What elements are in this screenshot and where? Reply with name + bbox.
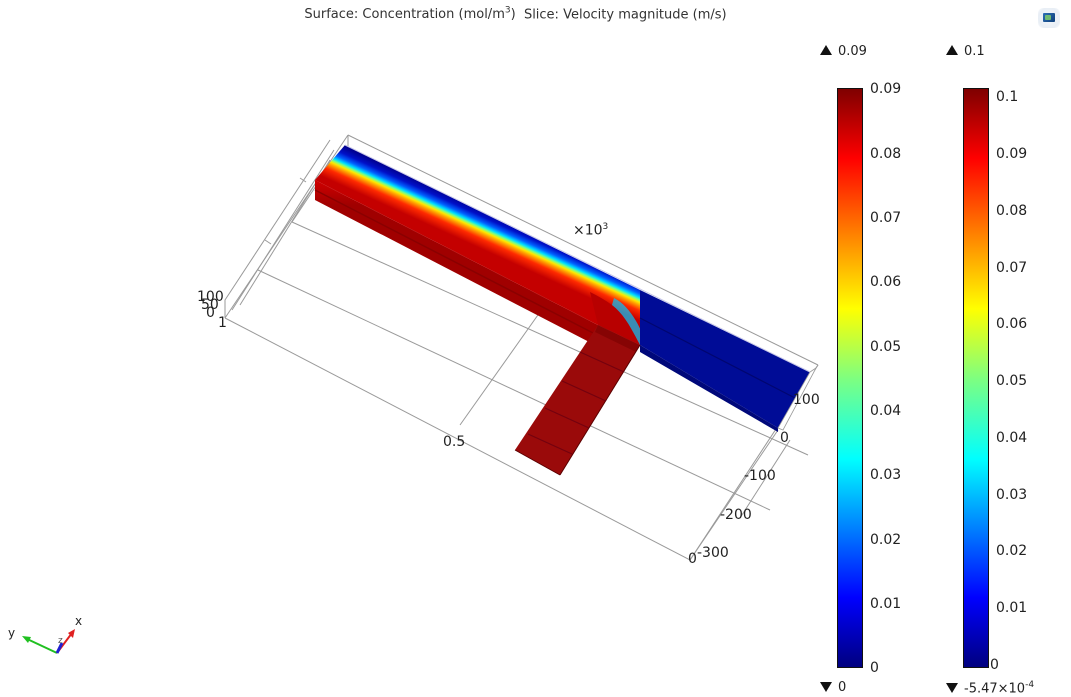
cbar1-tick: 0.07 [870, 210, 902, 226]
cbar2-tick: 0.1 [996, 89, 1019, 105]
triad-x-label: x [75, 614, 82, 628]
cbar2-tick: 0 [990, 657, 999, 673]
x-axis-scale-label: ×103 [573, 222, 609, 239]
triad-y-label: y [8, 626, 15, 640]
concentration-colorbar [837, 88, 863, 668]
min-triangle-icon [820, 681, 832, 692]
x-tick-1: 1 [218, 315, 227, 331]
velocity-min-label: -5.47×10-4 [946, 680, 1034, 696]
channel-outlet-top [640, 290, 810, 428]
z-tick-0: 0 [206, 305, 215, 321]
cbar2-tick: 0.01 [996, 600, 1028, 616]
x-tick-0: 0 [688, 551, 697, 567]
max-triangle-icon [946, 44, 958, 55]
z-tick-100: 100 [197, 289, 224, 305]
cbar1-tick: 0.03 [870, 467, 902, 483]
slice-title: Slice: Velocity magnitude (m/s) [523, 7, 727, 23]
camera-view-icon [1043, 13, 1055, 22]
axis-box [224, 134, 819, 561]
min-triangle-icon [946, 682, 958, 693]
cbar1-tick: 0.09 [870, 81, 902, 97]
triad-y-axis [24, 637, 58, 654]
branch-mesh-lines [527, 351, 625, 455]
y-tick-neg100: -100 [744, 468, 776, 484]
surface-title: Surface: Concentration (mol/m3) [304, 6, 516, 23]
cbar2-tick: 0.08 [996, 203, 1028, 219]
cbar1-tick: 0.04 [870, 403, 902, 419]
triad-z-axis [55, 642, 64, 654]
cbar1-tick: 0.06 [870, 274, 902, 290]
x-tick-0-5: 0.5 [443, 434, 466, 450]
cbar1-tick: 0.02 [870, 532, 902, 548]
cbar1-tick: 0.05 [870, 339, 902, 355]
cbar1-tick: 0 [870, 660, 879, 676]
z-tick-50: 50 [201, 297, 219, 313]
velocity-max-label: 0.1 [946, 44, 985, 59]
max-triangle-icon [820, 44, 832, 55]
cbar1-tick: 0.08 [870, 146, 902, 162]
cbar2-tick: 0.09 [996, 146, 1028, 162]
triad-z-label: z [58, 636, 63, 646]
cbar2-tick: 0.05 [996, 373, 1028, 389]
cbar1-tick: 0.01 [870, 596, 902, 612]
y-tick-100: 100 [793, 392, 820, 408]
channel-branch [515, 325, 640, 475]
junction-corner [590, 292, 640, 345]
cbar2-tick: 0.03 [996, 487, 1028, 503]
axis-triad: y x z [8, 614, 82, 654]
y-tick-neg200: -200 [720, 507, 752, 523]
y-tick-0: 0 [780, 430, 789, 446]
junction-gradient [612, 298, 645, 345]
y-tick-neg300: -300 [697, 545, 729, 561]
cbar2-tick: 0.04 [996, 430, 1028, 446]
channel-outlet-side [640, 345, 778, 432]
concentration-min-label: 0 [820, 680, 846, 695]
plot-title: Surface: Concentration (mol/m3) Slice: V… [0, 6, 1071, 22]
camera-view-button[interactable] [1038, 8, 1060, 28]
channel-top-surface [315, 145, 640, 345]
cbar2-tick: 0.02 [996, 543, 1028, 559]
concentration-max-label: 0.09 [820, 44, 867, 59]
cbar2-tick: 0.06 [996, 316, 1028, 332]
velocity-colorbar [963, 88, 989, 668]
cbar2-tick: 0.07 [996, 260, 1028, 276]
mesh-seam [314, 189, 598, 336]
